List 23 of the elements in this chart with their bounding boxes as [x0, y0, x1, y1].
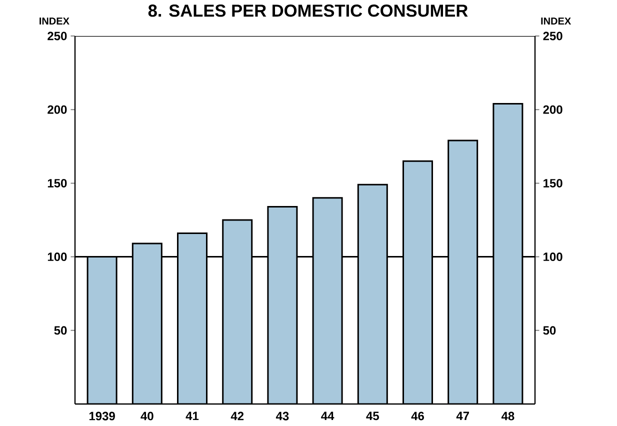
- x-tick-label: 40: [140, 412, 154, 420]
- y-axis-title: INDEX: [40, 18, 70, 24]
- y-tick-label: 250: [48, 32, 67, 40]
- x-tick-label: 46: [411, 412, 424, 420]
- x-tick-label: 44: [321, 412, 334, 420]
- x-tick-label: 1939: [89, 412, 115, 420]
- x-tick-label: 43: [276, 412, 289, 420]
- x-tick-label: 48: [501, 412, 514, 420]
- x-tick-label: 41: [186, 412, 199, 420]
- y-tick-label: 150: [48, 178, 67, 188]
- x-tick-label: 45: [366, 412, 379, 420]
- y2-axis-title: INDEX: [541, 18, 572, 24]
- y-tick-label: 200: [48, 105, 67, 114]
- y-tick-label: 50: [54, 326, 67, 335]
- x-tick-label: 47: [456, 412, 469, 420]
- y2-tick-label: 100: [544, 252, 562, 262]
- y2-tick-label: 150: [544, 178, 562, 188]
- y2-tick-label: 50: [543, 326, 556, 335]
- y2-tick-label: 250: [543, 32, 562, 40]
- chart-title: 8. SALES PER DOMESTIC CONSUMER: [148, 4, 468, 17]
- y-tick-label: 100: [48, 252, 67, 262]
- y2-tick-label: 200: [543, 105, 562, 114]
- x-tick-label: 42: [230, 412, 244, 420]
